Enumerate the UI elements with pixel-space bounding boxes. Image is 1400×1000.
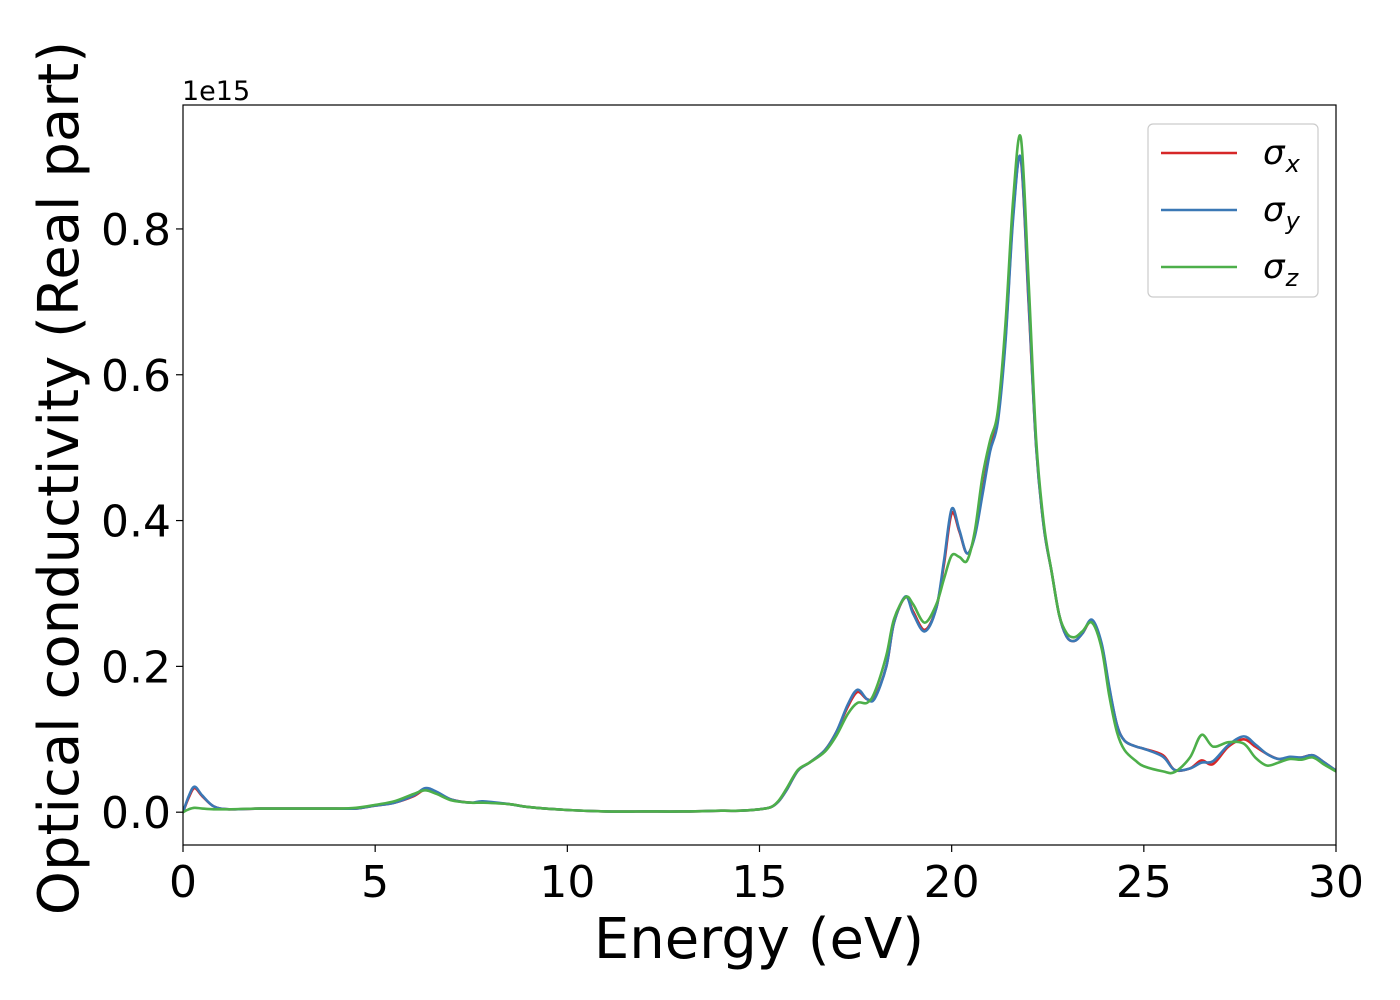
x-axis-ticks: 0 5 10 15 20 25 30 (169, 845, 1364, 908)
x-tick-label: 30 (1308, 857, 1364, 908)
y-tick-label: 0.6 (101, 351, 171, 402)
legend-label-y: σy (1263, 190, 1301, 235)
legend-label-x: σx (1263, 133, 1301, 178)
x-tick-label: 0 (169, 857, 197, 908)
y-tick-label: 0.8 (101, 205, 171, 256)
x-tick-label: 25 (1116, 857, 1172, 908)
series-layer (183, 134, 1336, 814)
x-tick-label: 10 (539, 857, 595, 908)
y-tick-label: 0.4 (101, 497, 171, 548)
y-axis-label: Optical conductivity (Real part) (27, 41, 92, 915)
y-tick-label: 0.2 (101, 642, 171, 693)
series-line-z (183, 134, 1336, 814)
series-line-y (183, 154, 1336, 814)
y-tick-label: 0.0 (101, 788, 171, 839)
x-tick-label: 20 (924, 857, 980, 908)
y-axis-ticks: 0.0 0.2 0.4 0.6 0.8 (101, 205, 183, 839)
x-axis-label: Energy (eV) (594, 907, 924, 972)
y-axis-offset-text: 1e15 (182, 76, 250, 107)
x-tick-label: 15 (732, 857, 788, 908)
x-tick-label: 5 (361, 857, 389, 908)
